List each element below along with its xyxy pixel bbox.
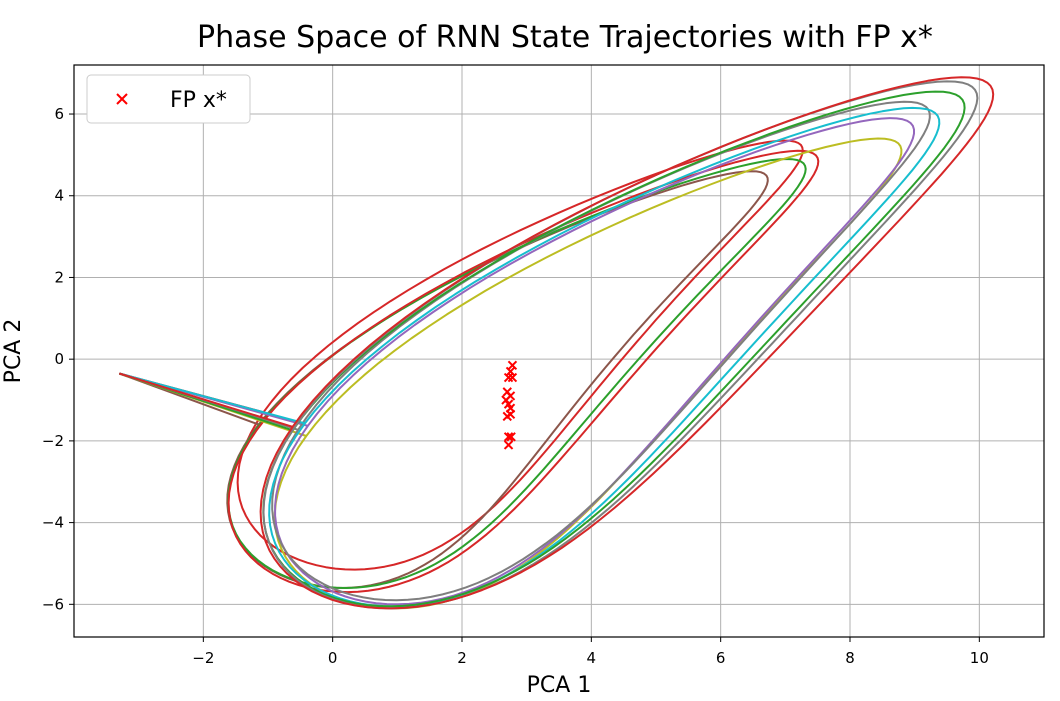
y-tick-label: 0 xyxy=(54,350,64,368)
fixed-point-marker xyxy=(505,366,516,377)
x-axis-label: PCA 1 xyxy=(527,673,592,698)
fixed-point-marker xyxy=(505,409,516,420)
x-tick-label: 2 xyxy=(457,649,467,667)
x-tick-label: 6 xyxy=(716,649,726,667)
fixed-points-layer xyxy=(501,360,518,450)
y-tick-label: 2 xyxy=(54,268,64,286)
trajectory-series-2 xyxy=(118,170,769,589)
fixed-point-marker xyxy=(503,440,514,450)
trajectory-series-1 xyxy=(119,139,804,571)
x-tick-label: −2 xyxy=(192,649,214,667)
x-tick-label: 10 xyxy=(970,649,989,667)
trajectory-series-4 xyxy=(119,149,820,594)
legend-marker-x xyxy=(116,93,128,105)
x-tick-label: 8 xyxy=(845,649,855,667)
legend-box xyxy=(86,74,251,124)
trajectory-series-6 xyxy=(119,117,915,606)
fixed-point-marker xyxy=(503,372,514,383)
trajectory-series-7 xyxy=(118,100,931,602)
trajectory-series-5 xyxy=(118,137,903,610)
fixed-point-marker xyxy=(507,372,518,383)
x-tick-label: 4 xyxy=(587,649,597,667)
y-ticks: −6 −4 −2 0 2 4 6 xyxy=(42,105,74,613)
y-tick-label: 6 xyxy=(54,105,64,123)
fixed-point-marker xyxy=(503,432,514,442)
trajectories-layer xyxy=(118,76,995,610)
legend: FP x* xyxy=(86,74,251,124)
plot-frame xyxy=(73,64,1045,638)
y-tick-label: −4 xyxy=(42,514,64,532)
trajectory-series-10 xyxy=(119,80,979,610)
grid-lines xyxy=(74,65,1044,637)
y-axis-label: PCA 2 xyxy=(1,319,26,384)
trajectory-series-9 xyxy=(118,90,966,608)
fixed-point-marker xyxy=(507,360,518,371)
trajectory-series-8 xyxy=(119,106,941,608)
x-tick-label: 0 xyxy=(328,649,338,667)
y-tick-label: 4 xyxy=(54,187,64,205)
fixed-point-marker xyxy=(506,432,516,442)
chart-title: Phase Space of RNN State Trajectories wi… xyxy=(197,20,933,55)
y-tick-label: −6 xyxy=(42,595,64,613)
trajectory-series-11 xyxy=(119,76,995,610)
y-tick-label: −2 xyxy=(42,432,64,450)
legend-label-fp: FP x* xyxy=(170,88,227,113)
x-ticks: −2 0 2 4 6 8 10 xyxy=(192,637,989,667)
